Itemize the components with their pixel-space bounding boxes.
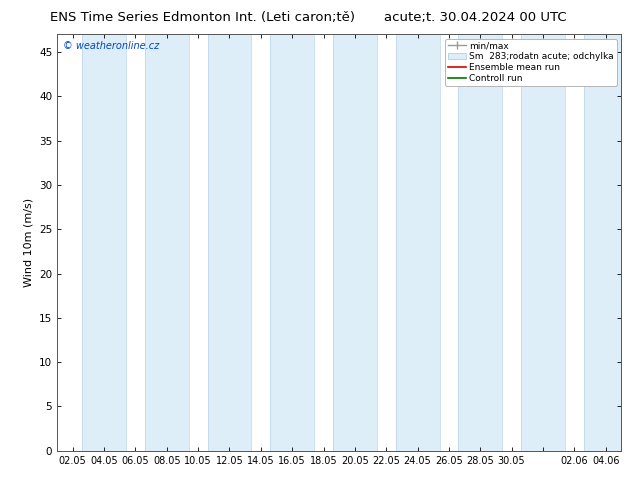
Y-axis label: Wind 10m (m/s): Wind 10m (m/s) bbox=[23, 198, 34, 287]
Text: acute;t. 30.04.2024 00 UTC: acute;t. 30.04.2024 00 UTC bbox=[384, 11, 567, 24]
Bar bbox=[584, 34, 628, 451]
Text: © weatheronline.cz: © weatheronline.cz bbox=[63, 41, 159, 50]
Bar bbox=[145, 34, 189, 451]
Bar bbox=[207, 34, 252, 451]
Bar bbox=[396, 34, 439, 451]
Legend: min/max, Sm  283;rodatn acute; odchylka, Ensemble mean run, Controll run: min/max, Sm 283;rodatn acute; odchylka, … bbox=[445, 39, 617, 86]
Bar bbox=[458, 34, 502, 451]
Bar bbox=[521, 34, 565, 451]
Bar bbox=[270, 34, 314, 451]
Text: ENS Time Series Edmonton Int. (Leti caron;tě): ENS Time Series Edmonton Int. (Leti caro… bbox=[50, 11, 356, 24]
Bar bbox=[82, 34, 126, 451]
Bar bbox=[333, 34, 377, 451]
